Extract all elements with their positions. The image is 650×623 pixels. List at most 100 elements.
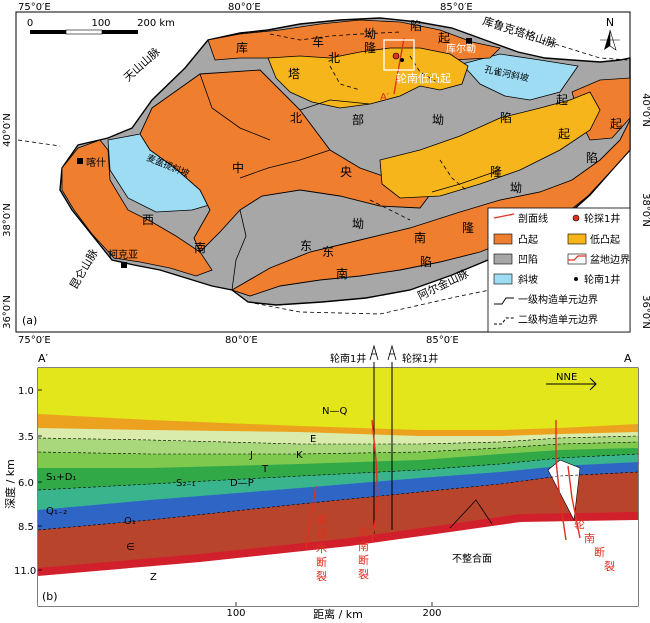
well-label-ln1: 轮南1井 xyxy=(330,352,366,365)
y-tick-8-5: 8.5 xyxy=(18,522,34,533)
lat-right-40: 40°0′N xyxy=(640,93,650,127)
southwest-char-2: 南 xyxy=(194,240,206,255)
lon-bottom-75: 75°0′E xyxy=(18,335,51,346)
y-tick-11: 11.0 xyxy=(14,566,36,577)
stratum-dp: D—P xyxy=(230,478,254,489)
y-tick-1: 1.0 xyxy=(18,386,34,397)
kongque-slope-area xyxy=(461,53,579,101)
north-dep-char-1: 北 xyxy=(290,111,302,125)
central-char-4: 起 xyxy=(558,127,570,141)
legend-ln1-well: 轮南1井 xyxy=(584,273,620,286)
legend-slope: 斜坡 xyxy=(518,273,538,286)
x-tick-200: 200 xyxy=(422,608,441,619)
map-panel: 0 100 200 km N 75°0′E 80°0′E 85°0′E 75°0… xyxy=(2,2,650,346)
korla-marker xyxy=(466,38,472,44)
lat-left-40: 40°0′N xyxy=(2,113,13,147)
unit-labels: 库 车 坳 陷 塔 北 隆 起 北 部 坳 陷 中 央 隆 起 起 西 南 坳 … xyxy=(142,18,622,281)
unconformity-arrows xyxy=(449,499,493,529)
legend-secondary-boundary: 二级构造单元边界 xyxy=(518,313,598,326)
map-legend: 剖面线 轮探1井 凸起 低凸起 凹陷 盆地边界 斜坡 轮南1井 一级构造单元边界… xyxy=(487,207,631,333)
north-uplift-area xyxy=(267,47,469,109)
southwest-char-3: 坳 xyxy=(510,181,522,195)
x-axis-label: 距离 / km xyxy=(313,607,363,621)
karakax-marker xyxy=(121,262,127,268)
y-axis-label: 深度 / km xyxy=(3,459,17,509)
well-derrick-icon xyxy=(369,344,397,361)
legend-depression: 凹陷 xyxy=(518,253,538,266)
profile-line-a xyxy=(393,37,405,95)
fault-1-char-2: 塔 xyxy=(316,528,327,541)
unit-boundaries xyxy=(199,73,501,291)
section-panel: 轮南1井 轮探1井 NNE A′ A 深度 / km 距离 / km 1.0 3… xyxy=(3,344,639,621)
korla-label: 库尔勒 xyxy=(446,42,476,55)
southeast-uplift-char-3: 隆 xyxy=(462,220,474,235)
fault-1-char-1: 桑 xyxy=(316,514,327,527)
southeast-uplift-area xyxy=(230,119,631,297)
direction-arrow xyxy=(546,377,597,391)
stratum-nq: N—Q xyxy=(322,406,347,417)
lat-left-38: 38°0′N xyxy=(2,203,13,237)
fault-3-char-3: 断 xyxy=(594,545,605,559)
lon-top-85: 85°0′E xyxy=(440,2,473,13)
layer-z xyxy=(38,512,638,606)
stratum-z: Z xyxy=(150,572,157,583)
stratum-t: T xyxy=(261,464,269,475)
y-tick-3-5: 3.5 xyxy=(18,432,34,443)
layer-dp xyxy=(38,446,638,490)
lat-right-36: 36°0′N xyxy=(640,295,650,329)
legend-uplift: 凸起 xyxy=(518,234,538,246)
horizon-lines xyxy=(37,435,639,531)
legend-low-uplift: 低凸起 xyxy=(590,233,620,246)
central-uplift-area xyxy=(139,69,433,253)
fault-2-char-3: 断 xyxy=(358,553,369,567)
legend-primary-boundary: 一级构造单元边界 xyxy=(518,293,598,306)
kuqa-char-1: 库 xyxy=(236,40,248,55)
east-uplift-char: 起 xyxy=(610,117,622,131)
stratum-s2: S₂₋₁ xyxy=(176,478,196,489)
fault-3-char-1: 轮 xyxy=(574,517,585,531)
fault-1-char-4: 断 xyxy=(316,555,327,569)
y-tick-6: 6.0 xyxy=(18,478,34,489)
north-uplift-char-2: 隆 xyxy=(364,40,376,55)
fault-lines xyxy=(305,419,581,549)
southeast-char-4: 陷 xyxy=(420,254,432,269)
tarim-char: 塔 xyxy=(288,67,300,81)
north-dep-char-4: 陷 xyxy=(500,110,512,125)
southeast-uplift-char-2: 南 xyxy=(414,230,426,245)
north-dep-char-3: 坳 xyxy=(432,113,444,127)
y-tick-marks xyxy=(38,389,433,606)
lat-left-36: 36°0′N xyxy=(2,295,13,329)
stratum-k: K xyxy=(296,450,303,461)
lon-top-80: 80°0′E xyxy=(228,2,261,13)
lon-top-75: 75°0′E xyxy=(18,2,51,13)
lon-bottom-80: 80°0′E xyxy=(225,335,258,346)
lunnan-highlight-box xyxy=(383,39,415,71)
legend-lt1-well: 轮探1井 xyxy=(584,212,620,225)
ln1-well-marker xyxy=(400,58,404,62)
layer-ordovician xyxy=(38,460,638,530)
eastern-low-uplift xyxy=(379,91,601,199)
profile-end-label: A′ xyxy=(380,92,390,103)
southeast-char-3: 坳 xyxy=(352,217,364,231)
central-char-2: 央 xyxy=(340,165,352,179)
north-uplift-char-3: 起 xyxy=(438,31,450,45)
well-lines xyxy=(373,362,393,534)
scale-tick-100: 100 xyxy=(91,18,110,29)
kashgar-label: 喀什 xyxy=(86,156,106,169)
section-right-end: A xyxy=(624,352,632,365)
karakax-label: 柯克亚 xyxy=(108,248,138,261)
fault-1-char-3: 木 xyxy=(316,542,327,555)
southeast-char-1: 东 xyxy=(300,239,312,253)
y-tick-labels: 1.0 3.5 6.0 8.5 11.0 xyxy=(14,386,36,577)
fault-2-char-1: 轮 xyxy=(358,525,369,539)
lt1-well-marker xyxy=(392,52,400,60)
legend-section-line: 剖面线 xyxy=(518,212,548,225)
kashgar-marker xyxy=(77,158,83,164)
stratum-j: J xyxy=(249,450,253,461)
southeast-uplift-char-1: 东 xyxy=(322,245,334,259)
section-left-end: A′ xyxy=(38,352,49,365)
fault-1-char-5: 裂 xyxy=(316,570,327,583)
kunlun-uplift-band xyxy=(61,139,213,277)
stratum-o1: O₁ xyxy=(124,516,136,527)
